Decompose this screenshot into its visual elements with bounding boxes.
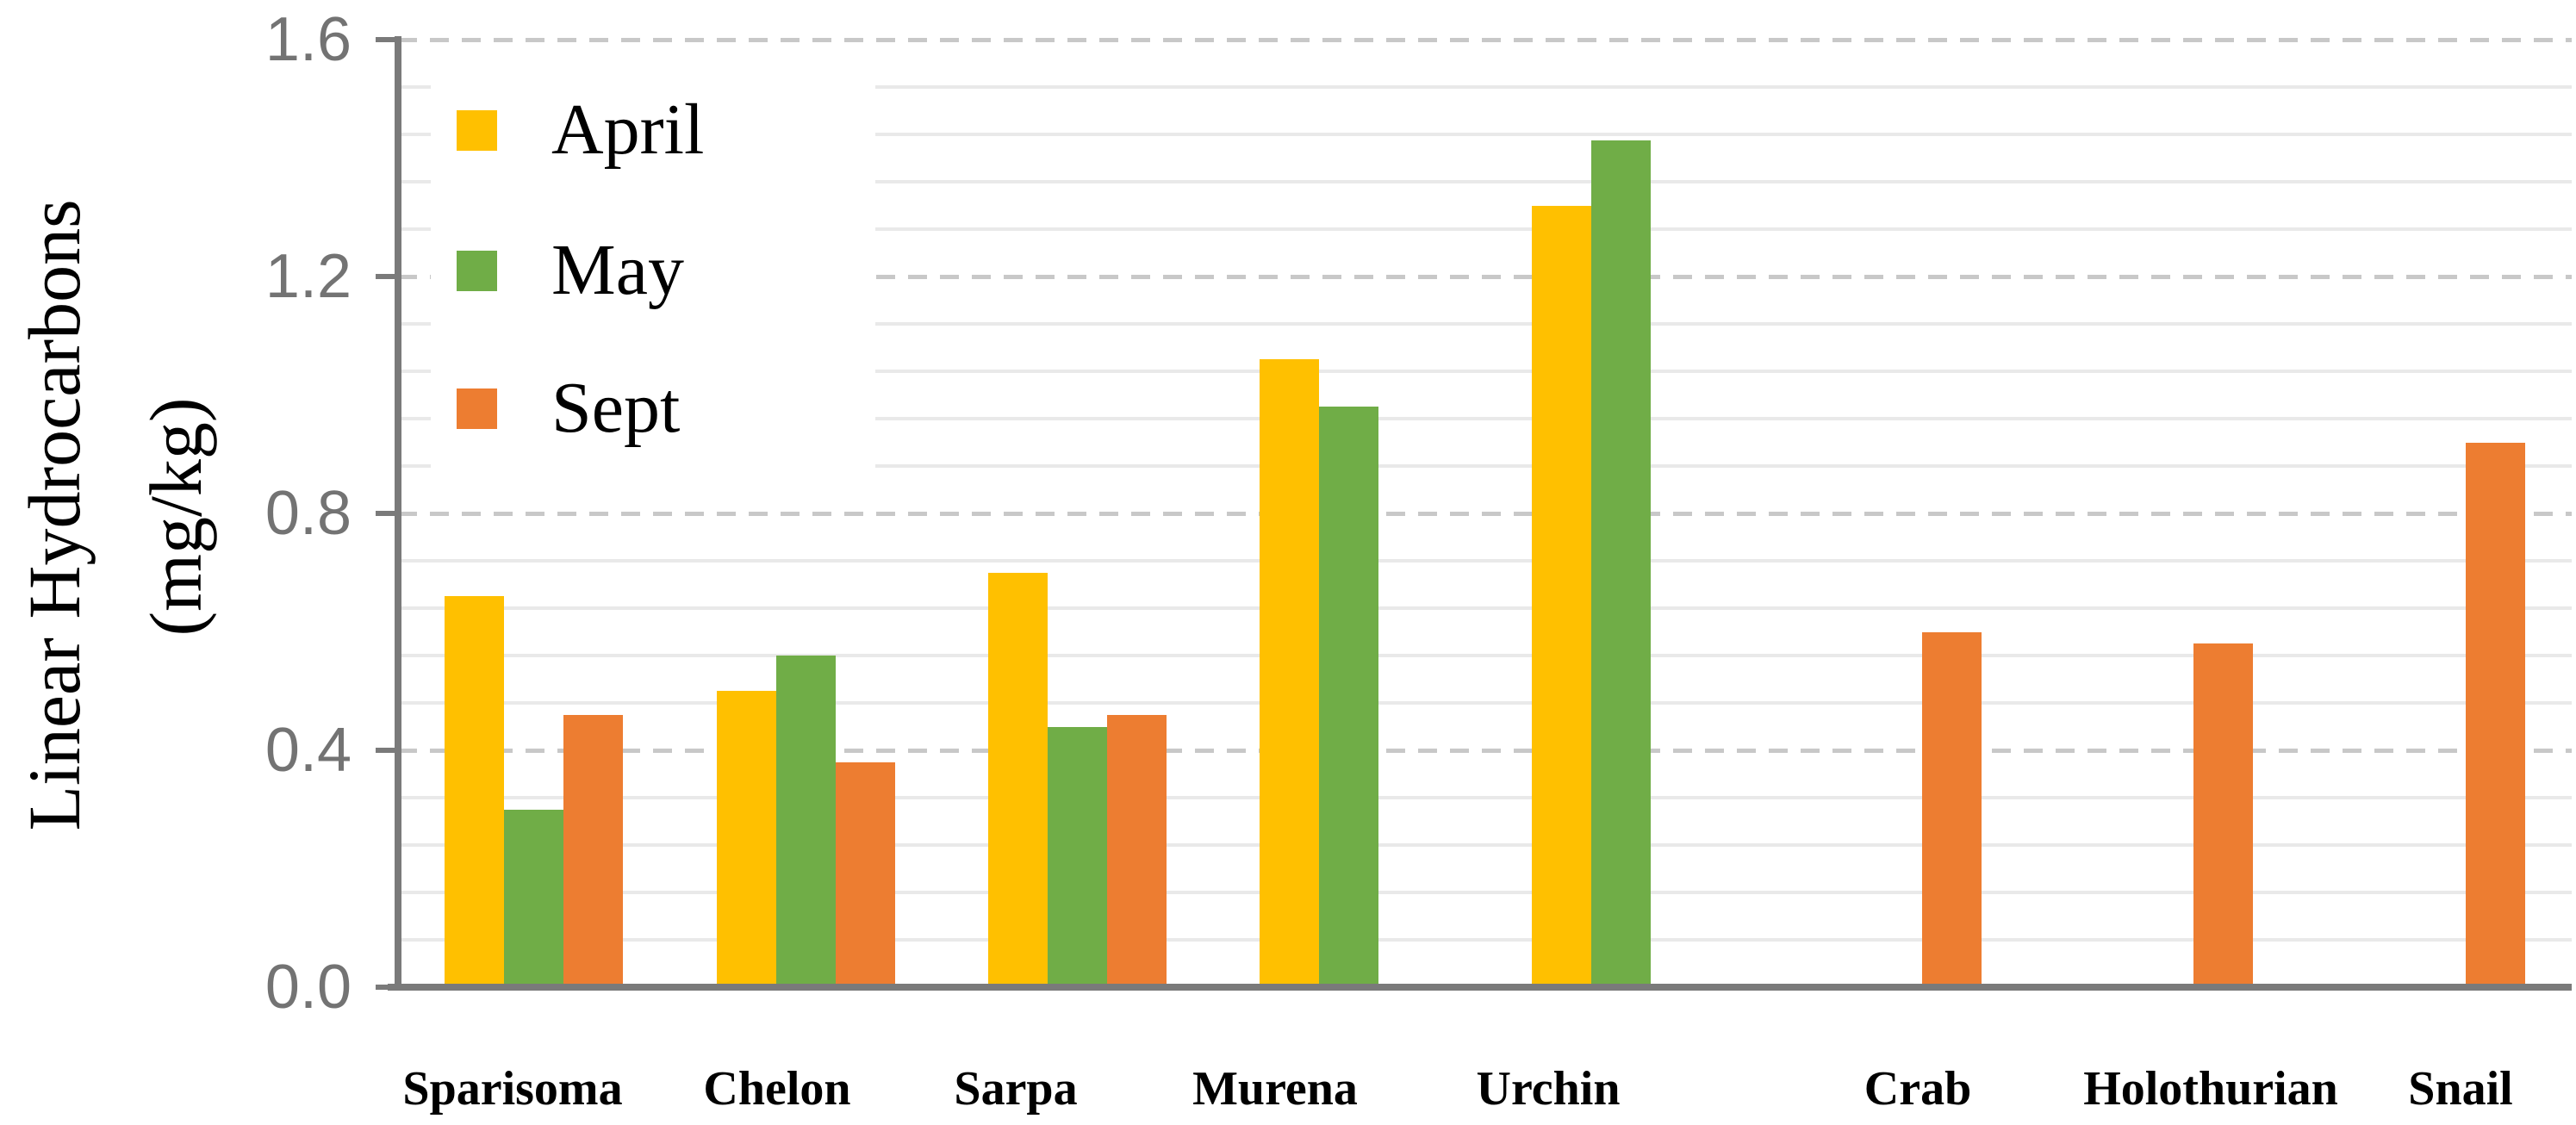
bar-may-chelon — [775, 656, 836, 987]
y-tick-label: 0.0 — [264, 953, 352, 1022]
x-category-label-sarpa: Sarpa — [954, 1062, 1078, 1116]
legend-swatch-april — [457, 109, 497, 151]
y-tick-label: 1.2 — [264, 242, 352, 311]
gridline-minor — [398, 133, 2572, 136]
bar-sept-crab — [1922, 631, 1982, 987]
x-category-label-snail: Snail — [2408, 1062, 2513, 1116]
gridline-minor — [398, 417, 2572, 420]
bar-sept-holothurian — [2193, 643, 2254, 987]
x-category-label-murena: Murena — [1192, 1062, 1358, 1116]
bar-may-murena — [1319, 407, 1379, 987]
gridline-minor — [398, 796, 2572, 799]
y-tick-mark — [376, 274, 398, 279]
bar-april-urchin — [1531, 205, 1591, 987]
gridline-minor — [398, 227, 2572, 231]
bar-sept-chelon — [835, 761, 895, 987]
bar-may-sarpa — [1047, 726, 1107, 987]
legend-label-may: May — [551, 230, 684, 310]
bar-april-sarpa — [987, 572, 1048, 987]
y-tick-mark — [376, 748, 398, 753]
x-category-label-chelon: Chelon — [703, 1062, 851, 1116]
x-category-label-crab: Crab — [1864, 1062, 1972, 1116]
gridline-major — [398, 37, 2572, 42]
y-tick-label: 1.6 — [264, 5, 352, 74]
bar-april-sparisoma — [445, 596, 505, 987]
gridline-minor — [398, 891, 2572, 894]
gridline-minor — [398, 843, 2572, 847]
gridline-major — [398, 748, 2572, 753]
gridline-major — [398, 274, 2572, 279]
y-tick-mark — [376, 985, 398, 990]
gridline-minor — [398, 654, 2572, 657]
gridline-minor — [398, 606, 2572, 610]
gridline-minor — [398, 559, 2572, 562]
bar-sept-snail — [2465, 442, 2525, 987]
bar-sept-sparisoma — [563, 714, 624, 987]
gridline-minor — [398, 180, 2572, 183]
bar-april-chelon — [716, 691, 776, 987]
x-axis-line — [388, 984, 2572, 991]
gridline-minor — [398, 370, 2572, 373]
legend-label-april: April — [551, 90, 705, 170]
y-tick-label: 0.8 — [264, 479, 352, 548]
bar-may-urchin — [1590, 140, 1651, 987]
gridline-minor — [398, 938, 2572, 942]
bar-sept-sarpa — [1106, 714, 1167, 987]
x-category-label-sparisoma: Sparisoma — [402, 1062, 623, 1116]
y-tick-mark — [376, 37, 398, 42]
bar-may-sparisoma — [504, 809, 564, 987]
y-tick-label: 0.4 — [264, 716, 352, 785]
legend-label-sept: Sept — [551, 368, 681, 448]
gridline-minor — [398, 85, 2572, 89]
legend-swatch-sept — [457, 388, 497, 429]
gridline-minor — [398, 322, 2572, 326]
gridline-minor — [398, 701, 2572, 705]
gridline-major — [398, 511, 2572, 516]
x-category-label-holothurian: Holothurian — [2083, 1062, 2338, 1116]
y-axis-line — [395, 36, 401, 991]
gridline-minor — [398, 464, 2572, 468]
legend-background — [431, 73, 875, 488]
x-category-label-urchin: Urchin — [1476, 1062, 1621, 1116]
y-tick-mark — [376, 511, 398, 516]
bar-april-murena — [1260, 359, 1320, 987]
legend-swatch-may — [457, 250, 497, 291]
